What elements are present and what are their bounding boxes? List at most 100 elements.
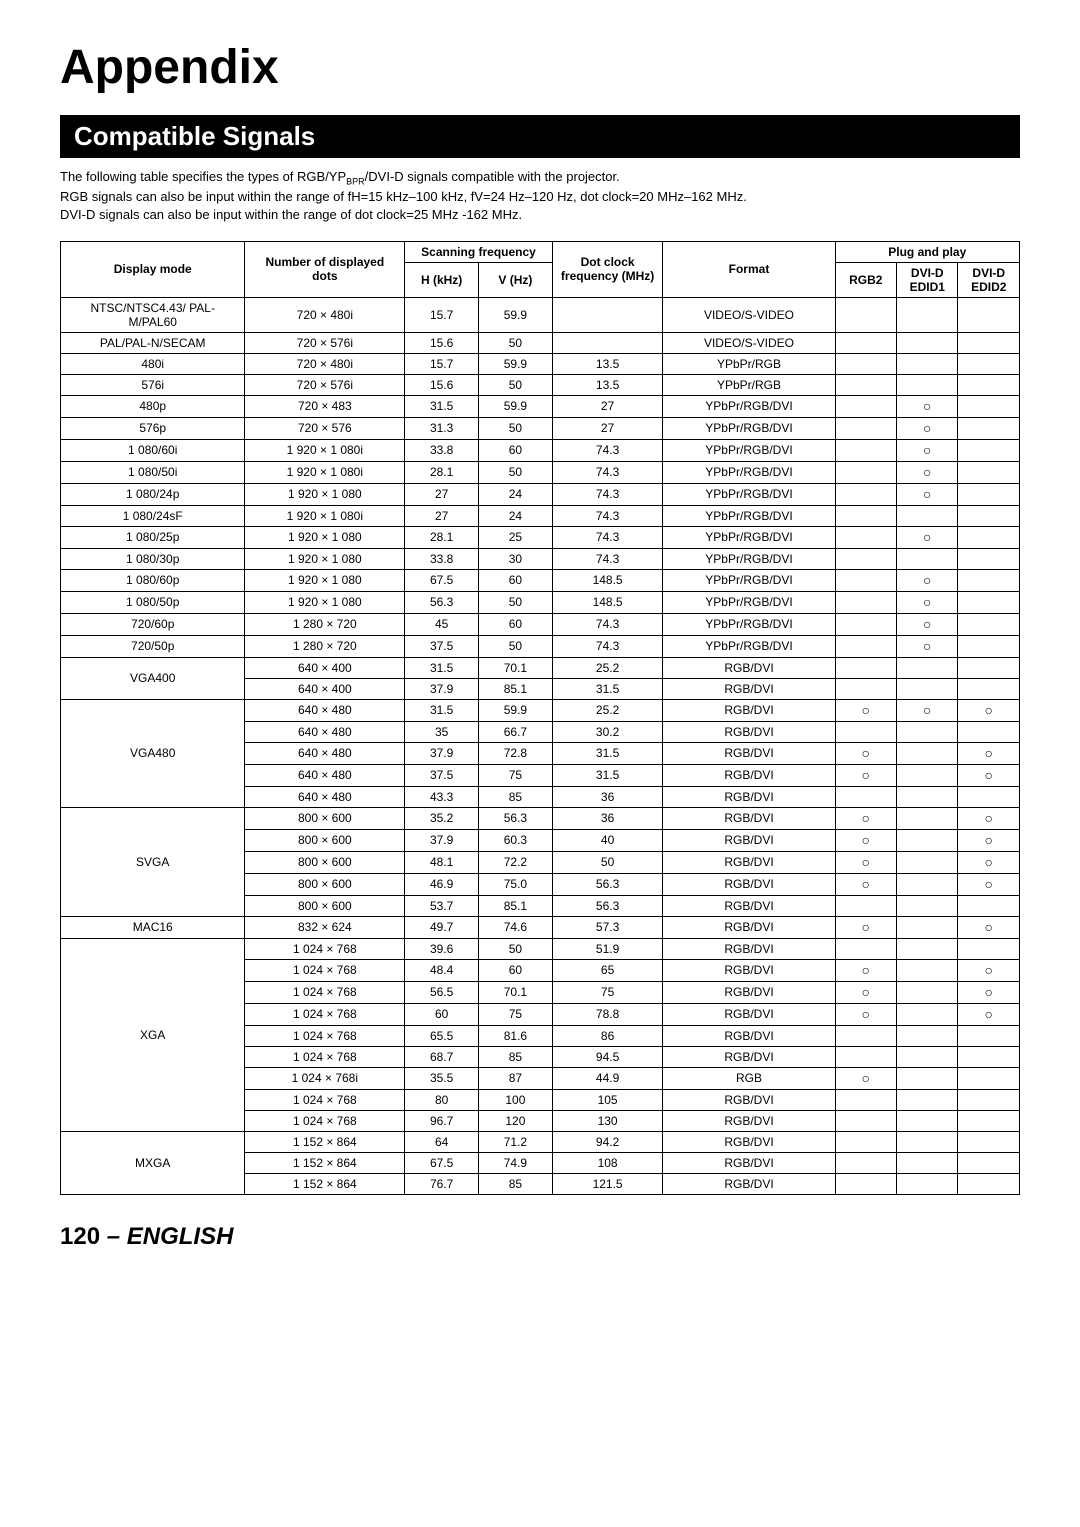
cell-v: 50 [479,461,553,483]
cell-dots: 1 920 × 1 080i [245,505,405,526]
cell-dvid2: ○ [958,1003,1020,1025]
cell-v: 100 [479,1089,553,1110]
cell-dvid1 [897,786,958,807]
cell-h: 35.5 [405,1067,479,1089]
cell-rgb2 [835,1025,896,1046]
cell-fmt: RGB/DVI [663,1003,835,1025]
intro-line1b: /DVI-D signals compatible with the proje… [365,169,620,184]
cell-dots: 1 920 × 1 080 [245,526,405,548]
cell-h: 28.1 [405,526,479,548]
cell-rgb2 [835,657,896,678]
cell-dvid1 [897,548,958,569]
cell-mode: 1 080/30p [61,548,245,569]
cell-h: 35 [405,721,479,742]
table-row: 1 080/25p1 920 × 1 08028.12574.3YPbPr/RG… [61,526,1020,548]
cell-dvid2 [958,569,1020,591]
cell-rgb2 [835,332,896,353]
cell-h: 33.8 [405,548,479,569]
cell-h: 64 [405,1131,479,1152]
cell-dc [552,297,663,332]
page-footer: 120 – ENGLISH [60,1223,1020,1251]
signals-table: Display mode Number of displayed dots Sc… [60,241,1020,1195]
cell-fmt: RGB/DVI [663,1152,835,1173]
cell-mode: 720/60p [61,613,245,635]
cell-rgb2: ○ [835,873,896,895]
cell-mode: PAL/PAL-N/SECAM [61,332,245,353]
cell-h: 33.8 [405,439,479,461]
cell-dvid2 [958,417,1020,439]
cell-fmt: VIDEO/S-VIDEO [663,297,835,332]
cell-v: 75 [479,764,553,786]
table-row: VGA480640 × 48031.559.925.2RGB/DVI○○○ [61,699,1020,721]
table-row: 1 080/24p1 920 × 1 080272474.3YPbPr/RGB/… [61,483,1020,505]
cell-rgb2 [835,591,896,613]
cell-rgb2 [835,1046,896,1067]
cell-dvid1: ○ [897,395,958,417]
cell-v: 75.0 [479,873,553,895]
cell-dvid2 [958,678,1020,699]
cell-mode: 576p [61,417,245,439]
cell-dvid2 [958,1067,1020,1089]
cell-dvid1 [897,1110,958,1131]
cell-dvid1: ○ [897,569,958,591]
cell-rgb2: ○ [835,981,896,1003]
cell-fmt: RGB/DVI [663,873,835,895]
cell-fmt: YPbPr/RGB/DVI [663,483,835,505]
cell-h: 76.7 [405,1173,479,1194]
cell-rgb2: ○ [835,807,896,829]
cell-dc: 74.3 [552,613,663,635]
cell-dc: 108 [552,1152,663,1173]
cell-v: 85.1 [479,678,553,699]
cell-dc: 130 [552,1110,663,1131]
cell-dvid2 [958,1089,1020,1110]
cell-fmt: YPbPr/RGB/DVI [663,548,835,569]
cell-dvid2 [958,505,1020,526]
cell-fmt: VIDEO/S-VIDEO [663,332,835,353]
cell-dots: 832 × 624 [245,916,405,938]
table-row: 480i720 × 480i15.759.913.5YPbPr/RGB [61,353,1020,374]
cell-fmt: RGB/DVI [663,721,835,742]
cell-v: 70.1 [479,657,553,678]
cell-dc: 148.5 [552,591,663,613]
th-scanning: Scanning frequency [405,241,553,262]
cell-dvid2 [958,1152,1020,1173]
cell-dots: 640 × 480 [245,742,405,764]
cell-dc: 74.3 [552,548,663,569]
cell-dvid1: ○ [897,699,958,721]
cell-fmt: RGB/DVI [663,678,835,699]
cell-v: 85 [479,1046,553,1067]
cell-v: 74.9 [479,1152,553,1173]
cell-dvid1 [897,981,958,1003]
cell-dots: 640 × 480 [245,721,405,742]
cell-dvid1 [897,1152,958,1173]
table-row: 1 080/30p1 920 × 1 08033.83074.3YPbPr/RG… [61,548,1020,569]
cell-dvid2 [958,613,1020,635]
cell-dvid1 [897,916,958,938]
table-row: 1 080/50p1 920 × 1 08056.350148.5YPbPr/R… [61,591,1020,613]
cell-dvid2: ○ [958,981,1020,1003]
section-heading: Compatible Signals [60,115,1020,158]
table-head: Display mode Number of displayed dots Sc… [61,241,1020,297]
cell-mode: 1 080/50i [61,461,245,483]
cell-fmt: RGB/DVI [663,1025,835,1046]
cell-v: 75 [479,1003,553,1025]
cell-rgb2 [835,721,896,742]
cell-fmt: RGB/DVI [663,1131,835,1152]
cell-fmt: RGB/DVI [663,1110,835,1131]
cell-rgb2 [835,483,896,505]
th-dvid1: DVI-D EDID1 [897,262,958,297]
cell-dvid2 [958,526,1020,548]
cell-dvid1 [897,1089,958,1110]
cell-dots: 1 024 × 768 [245,1110,405,1131]
table-row: MAC16832 × 62449.774.657.3RGB/DVI○○ [61,916,1020,938]
cell-dvid2 [958,1110,1020,1131]
cell-fmt: RGB/DVI [663,742,835,764]
cell-h: 27 [405,483,479,505]
cell-dvid1: ○ [897,483,958,505]
cell-dvid1 [897,1131,958,1152]
cell-rgb2: ○ [835,851,896,873]
cell-h: 65.5 [405,1025,479,1046]
cell-dvid2 [958,938,1020,959]
cell-h: 68.7 [405,1046,479,1067]
cell-h: 15.7 [405,353,479,374]
